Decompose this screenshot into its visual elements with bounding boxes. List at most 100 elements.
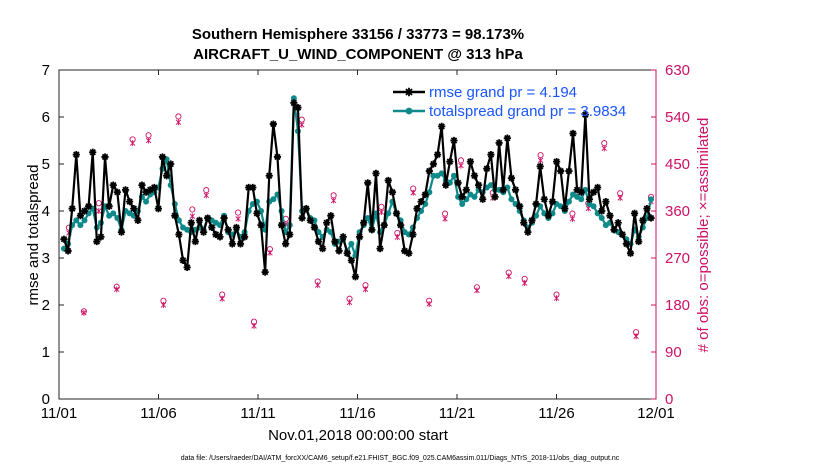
obs-assimilated-point [175, 119, 182, 126]
rmse-point [195, 216, 204, 224]
rmse-point [286, 230, 294, 239]
rmse-point [495, 139, 503, 147]
rmse-point [610, 226, 618, 234]
rmse-point [524, 228, 532, 236]
rmse-point [372, 169, 380, 177]
spread-point [648, 196, 655, 203]
rmse-point [458, 193, 466, 201]
rmse-point [643, 205, 651, 213]
spread-point [175, 217, 182, 224]
rmse-point [589, 188, 598, 196]
rmse-point [253, 209, 261, 217]
obs-assimilated-point [633, 333, 639, 340]
obs-possible-point [95, 200, 102, 207]
rmse-point [528, 216, 536, 224]
obs-assimilated-point [458, 162, 464, 169]
y-tick-label: 6 [42, 109, 50, 126]
obs-assimilated-point [378, 209, 385, 216]
rmse-point [483, 165, 491, 173]
obs-assimilated-point [81, 309, 87, 316]
legend-rmse-asterisk [404, 87, 414, 97]
rmse-point [282, 240, 290, 248]
rmse-point [101, 153, 109, 161]
rmse-point [93, 237, 101, 246]
rmse-point [433, 151, 442, 159]
rmse-point [220, 214, 228, 222]
rmse-point [236, 240, 245, 248]
obs-assimilated-point [569, 215, 576, 222]
rmse-point [499, 186, 507, 194]
obs-assimilated-point [235, 215, 241, 222]
rmse-point [454, 179, 462, 187]
obs-assimilated-point [506, 273, 512, 280]
rmse-point [150, 183, 158, 192]
rmse-point [540, 195, 548, 203]
obs-assimilated-point [394, 234, 401, 241]
rmse-point [331, 237, 339, 246]
rmse-point [446, 158, 454, 166]
spread-point [598, 215, 605, 222]
rmse-point [384, 176, 392, 185]
obs-assimilated-point [346, 299, 353, 306]
obs-possible-point [189, 206, 196, 213]
rmse-point [647, 214, 655, 222]
y-tick-label: 1 [42, 344, 50, 361]
rmse-point [64, 247, 72, 255]
rmse-point [204, 214, 212, 222]
legend-spread-label: totalspread grand pr = 3.9834 [429, 103, 626, 120]
rmse-point [577, 188, 585, 196]
y-tick-label: 5 [42, 156, 50, 173]
obs-assimilated-point [96, 208, 102, 214]
rmse-point [347, 256, 355, 264]
spread-point [438, 170, 445, 177]
x-tick-label: 11/01 [41, 405, 77, 422]
rmse-point [639, 216, 647, 224]
obs-assimilated-point [314, 282, 321, 289]
y2-tick-label: 90 [665, 344, 682, 361]
y2-tick-label: 180 [665, 297, 690, 314]
rmse-point [401, 247, 409, 255]
rmse-point [503, 134, 511, 142]
obs-assimilated-point [129, 140, 136, 147]
rmse-point [224, 226, 232, 234]
rmse-point [134, 216, 142, 224]
rmse-point [405, 249, 413, 257]
rmse-point [89, 148, 97, 156]
y2-tick-label: 540 [665, 109, 690, 126]
rmse-point [167, 160, 175, 168]
x-tick-label: 11/21 [439, 405, 475, 422]
x-tick-label: 11/16 [339, 405, 375, 422]
spread-point [81, 217, 88, 224]
y-tick-label: 7 [42, 62, 50, 79]
rmse-point [216, 233, 224, 241]
rmse-point [429, 160, 438, 168]
rmse-point [511, 186, 520, 194]
rmse-point [212, 230, 220, 239]
y-tick-label: 2 [42, 297, 50, 314]
rmse-point [450, 136, 458, 145]
rmse-point [142, 188, 150, 196]
rmse-point [138, 181, 146, 189]
rmse-point [565, 167, 573, 175]
rmse-point [105, 202, 113, 210]
rmse-series-layer [60, 99, 655, 281]
y-axis-label: rmse and totalspread [25, 165, 42, 306]
rmse-point [183, 263, 191, 271]
rmse-point [360, 219, 368, 227]
spread-point [77, 222, 84, 229]
rmse-point [487, 151, 495, 159]
spread-point [364, 215, 371, 222]
rmse-point [241, 233, 249, 241]
rmse-point [561, 205, 569, 213]
obs-assimilated-point [521, 280, 528, 287]
rmse-point [319, 245, 327, 253]
rmse-point [199, 228, 208, 236]
rmse-point [368, 226, 376, 234]
rmse-point [290, 99, 298, 107]
x-tick-label: 12/01 [637, 405, 675, 422]
rmse-point [635, 237, 643, 246]
spread-point [290, 95, 297, 102]
obs-assimilated-point [251, 322, 257, 329]
x-tick-label: 11/11 [240, 405, 275, 422]
